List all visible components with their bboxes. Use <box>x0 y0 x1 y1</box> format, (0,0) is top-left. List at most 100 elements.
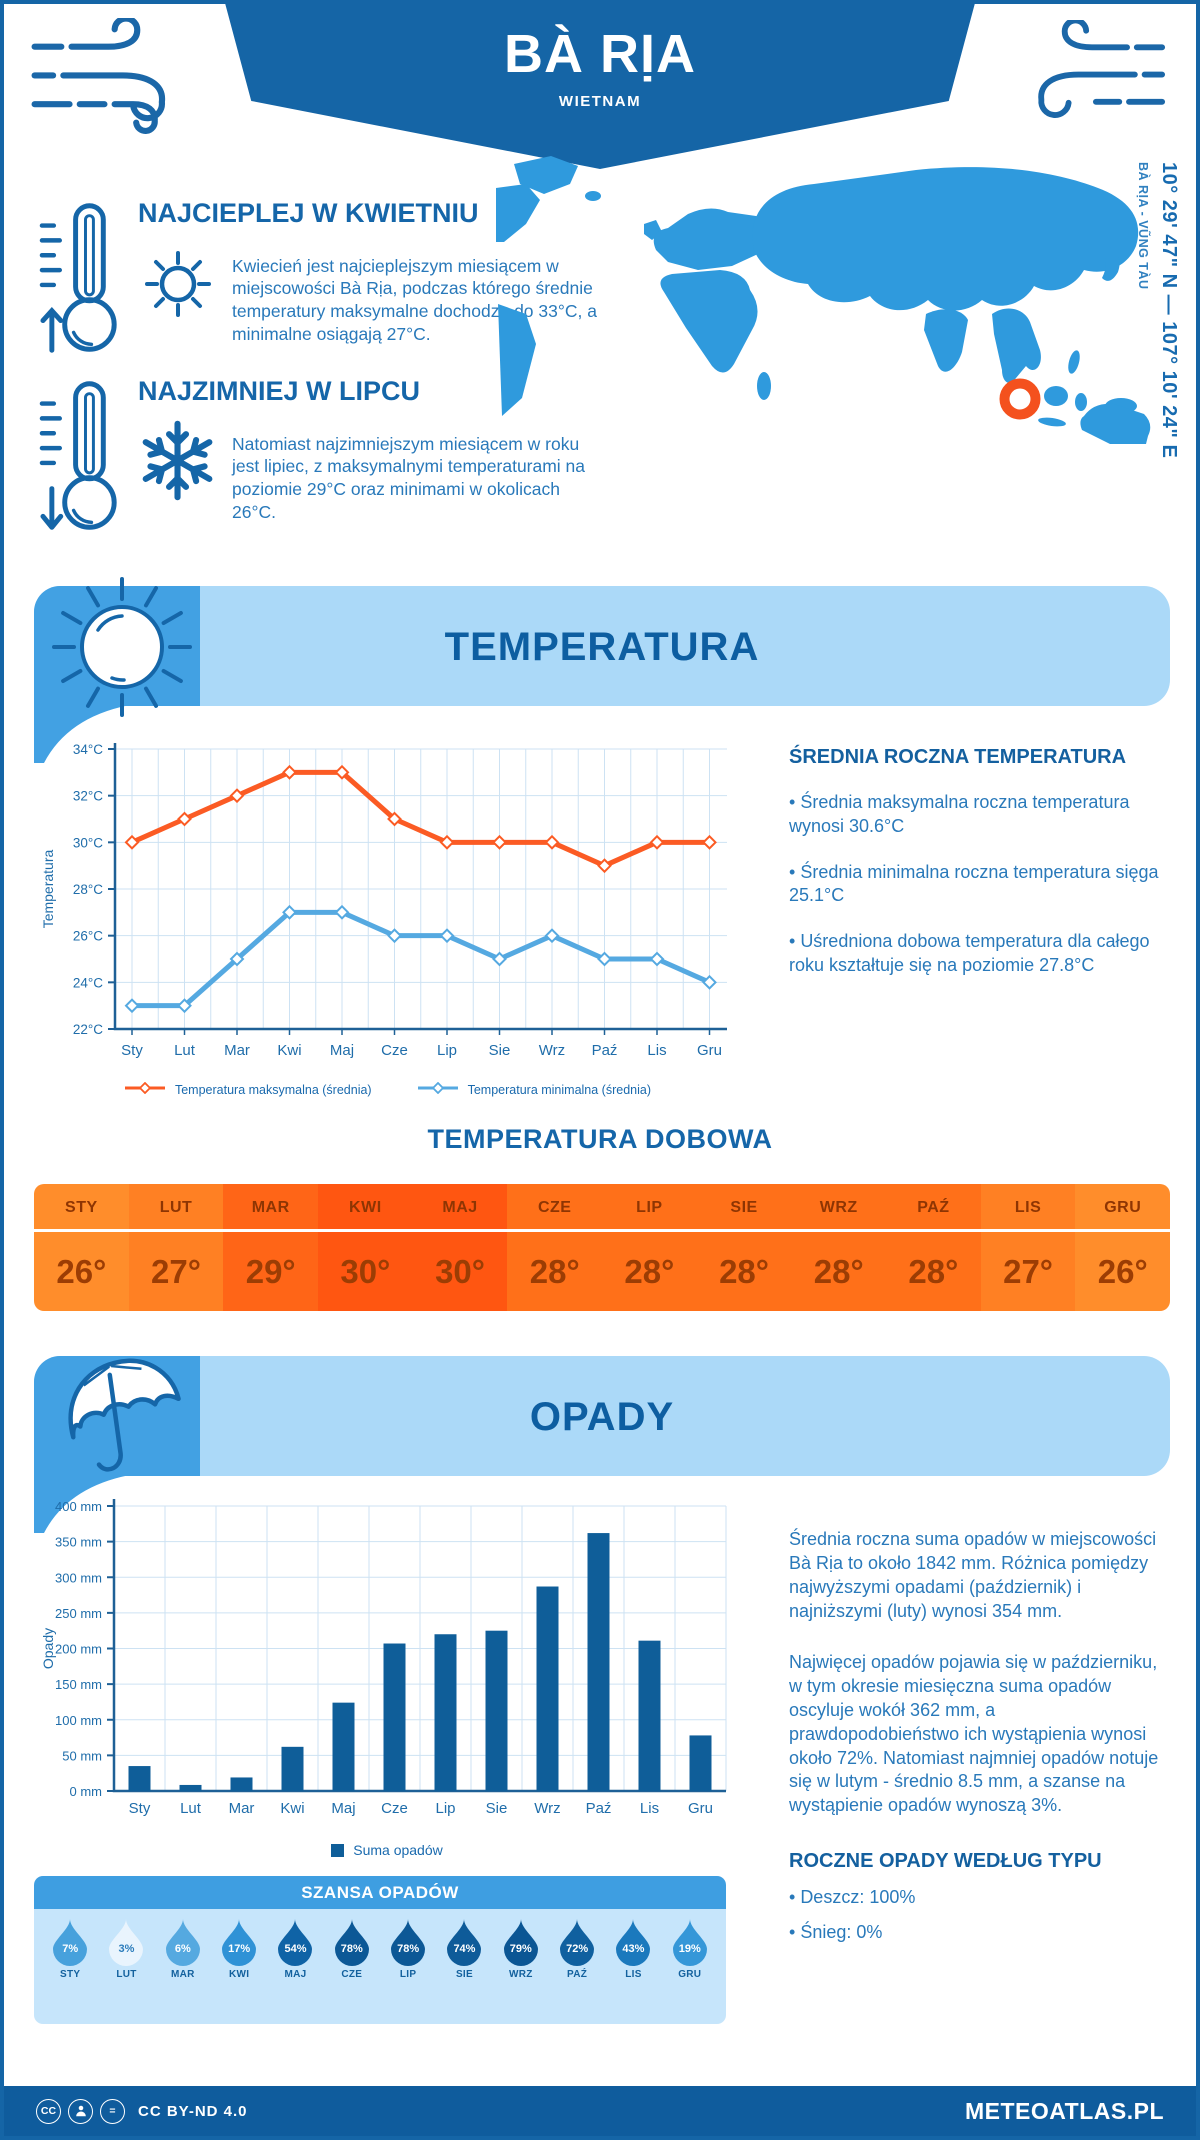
temperature-section-banner: TEMPERATURA <box>34 577 1170 763</box>
chance-month: LIP <box>399 1969 417 1980</box>
svg-text:Lut: Lut <box>180 1800 202 1817</box>
daily-temp-month: WRZ <box>791 1184 887 1232</box>
daily-temp-value: 29° <box>223 1232 319 1311</box>
droplet-icon <box>447 1919 482 1966</box>
attribution-person-icon <box>68 2098 93 2124</box>
svg-text:Sie: Sie <box>489 1042 511 1059</box>
min-temp-series <box>124 904 717 1014</box>
map-eurasia <box>752 167 1139 311</box>
daily-temp-column: CZE 28° <box>507 1184 603 1311</box>
precip-chance-item: 19% GRU <box>662 1918 718 2024</box>
svg-text:Sie: Sie <box>486 1800 508 1817</box>
svg-text:Sty: Sty <box>121 1042 143 1059</box>
svg-text:Maj: Maj <box>330 1042 354 1059</box>
chance-month: MAJ <box>284 1969 307 1980</box>
svg-text:Mar: Mar <box>229 1800 255 1817</box>
daily-temp-month: PAŹ <box>886 1184 981 1232</box>
chance-percent: 78% <box>397 1943 420 1955</box>
svg-text:250 mm: 250 mm <box>55 1606 102 1621</box>
chance-month: PAŹ <box>567 1969 588 1980</box>
daily-temp-month: LIS <box>980 1184 1076 1232</box>
precipitation-chance-panel: SZANSA OPADÓW 7% STY 3% LUT 6% MAR 17% KWI 54% MA… <box>34 1876 726 2024</box>
svg-text:150 mm: 150 mm <box>55 1677 102 1692</box>
svg-text:Temperatura: Temperatura <box>40 849 56 928</box>
daily-temperature-table: STY 26° LUT 27° MAR 29° KWI 30° MAJ 30° CZE 28° LIP 2… <box>34 1184 1170 1311</box>
daily-temp-column: LIS 27° <box>980 1184 1076 1311</box>
precipitation-legend-label: Suma opadów <box>353 1842 443 1858</box>
svg-text:Cze: Cze <box>381 1800 408 1817</box>
daily-temp-month: LIP <box>602 1184 697 1232</box>
chance-month: LUT <box>116 1969 137 1980</box>
chance-percent: 43% <box>622 1943 645 1955</box>
precipitation-chance-title: SZANSA OPADÓW <box>34 1876 726 1909</box>
daily-temp-column: PAŹ 28° <box>886 1184 981 1311</box>
max-temp-series <box>124 764 717 874</box>
svg-text:400 mm: 400 mm <box>55 1499 102 1514</box>
chance-percent: 17% <box>228 1943 251 1955</box>
svg-text:28°C: 28°C <box>73 882 103 897</box>
svg-text:50 mm: 50 mm <box>62 1748 102 1763</box>
svg-text:300 mm: 300 mm <box>55 1570 102 1585</box>
legend-item-min: Temperatura minimalna (średnia) <box>416 1081 651 1097</box>
svg-text:Mar: Mar <box>224 1042 250 1059</box>
droplet-icon <box>334 1919 369 1966</box>
coordinates-text: 10° 29' 47" N — 107° 10' 24" E <box>1158 162 1180 459</box>
annual-temperature-heading: ŚREDNIA ROCZNA TEMPERATURA <box>789 746 1127 768</box>
svg-text:Lut: Lut <box>174 1042 196 1059</box>
precipitation-banner-bar <box>34 1356 1170 1476</box>
chance-percent: 78% <box>340 1943 363 1955</box>
precipitation-type-bullet: Deszcz: 100% <box>789 1887 1167 1908</box>
umbrella-icon <box>68 1358 181 1472</box>
svg-text:24°C: 24°C <box>73 975 103 990</box>
svg-text:Wrz: Wrz <box>539 1042 565 1059</box>
precipitation-text-panel: Średnia roczna suma opadów w miejscowośc… <box>789 1528 1167 1943</box>
map-australia <box>1080 403 1151 444</box>
droplet-icon <box>672 1919 707 1966</box>
daily-temp-value: 28° <box>886 1232 981 1311</box>
svg-text:26°C: 26°C <box>73 929 103 944</box>
max-line-marker-icon <box>123 1081 167 1097</box>
license-text: CC BY-ND 4.0 <box>138 2102 248 2120</box>
svg-text:32°C: 32°C <box>73 789 103 804</box>
svg-text:350 mm: 350 mm <box>55 1535 102 1550</box>
chance-month: LIS <box>625 1969 642 1980</box>
daily-temp-month: STY <box>34 1184 129 1232</box>
thermometer-up-icon <box>39 203 117 353</box>
precip-chance-item: 74% SIE <box>436 1918 492 2024</box>
svg-text:0 mm: 0 mm <box>70 1784 103 1799</box>
daily-temp-value: 26° <box>1075 1232 1170 1311</box>
svg-text:Paź: Paź <box>586 1800 612 1817</box>
chance-month: KWI <box>228 1969 250 1980</box>
droplet-icon <box>503 1919 538 1966</box>
annual-temperature-panel: ŚREDNIA ROCZNA TEMPERATURA Średnia maksy… <box>789 746 1167 978</box>
coldest-month-block: NAJZIMNIEJ W LIPCU Natomiast najzimniejs… <box>38 376 600 541</box>
daily-temp-month: GRU <box>1075 1184 1170 1232</box>
chance-percent: 7% <box>62 1943 79 1955</box>
sun-icon <box>145 251 211 317</box>
svg-text:Sty: Sty <box>129 1800 151 1817</box>
precip-chance-item: 78% LIP <box>380 1918 436 2024</box>
bar-swatch-icon <box>331 1843 345 1857</box>
precip-chance-item: 79% WRZ <box>493 1918 549 2024</box>
daily-temp-value: 27° <box>128 1232 224 1311</box>
license-icons: CC = <box>36 2098 125 2124</box>
daily-temp-value: 27° <box>980 1232 1076 1311</box>
coldest-text: Natomiast najzimniejszym miesiącem w rok… <box>232 433 586 522</box>
temperature-chart-legend: Temperatura maksymalna (średnia) Tempera… <box>37 1081 737 1097</box>
svg-text:Lis: Lis <box>647 1042 666 1059</box>
daily-temp-month: MAR <box>223 1184 319 1232</box>
chance-month: SIE <box>455 1969 473 1980</box>
daily-temp-value: 28° <box>602 1232 697 1311</box>
svg-text:Kwi: Kwi <box>277 1042 301 1059</box>
sun-banner-icon <box>52 577 192 717</box>
banner-tail <box>34 1475 130 1533</box>
daily-temp-value: 28° <box>696 1232 792 1311</box>
precip-chance-item: 3% LUT <box>98 1918 154 2024</box>
temperature-section-title: TEMPERATURA <box>444 625 760 669</box>
map-greenland <box>514 156 578 194</box>
annual-bullet: Średnia minimalna roczna temperatura się… <box>789 861 1167 909</box>
chance-percent: 3% <box>118 1943 135 1955</box>
legend-max-label: Temperatura maksymalna (średnia) <box>174 1082 372 1097</box>
location-marker <box>999 378 1041 420</box>
temperature-banner-bar <box>34 586 1170 706</box>
